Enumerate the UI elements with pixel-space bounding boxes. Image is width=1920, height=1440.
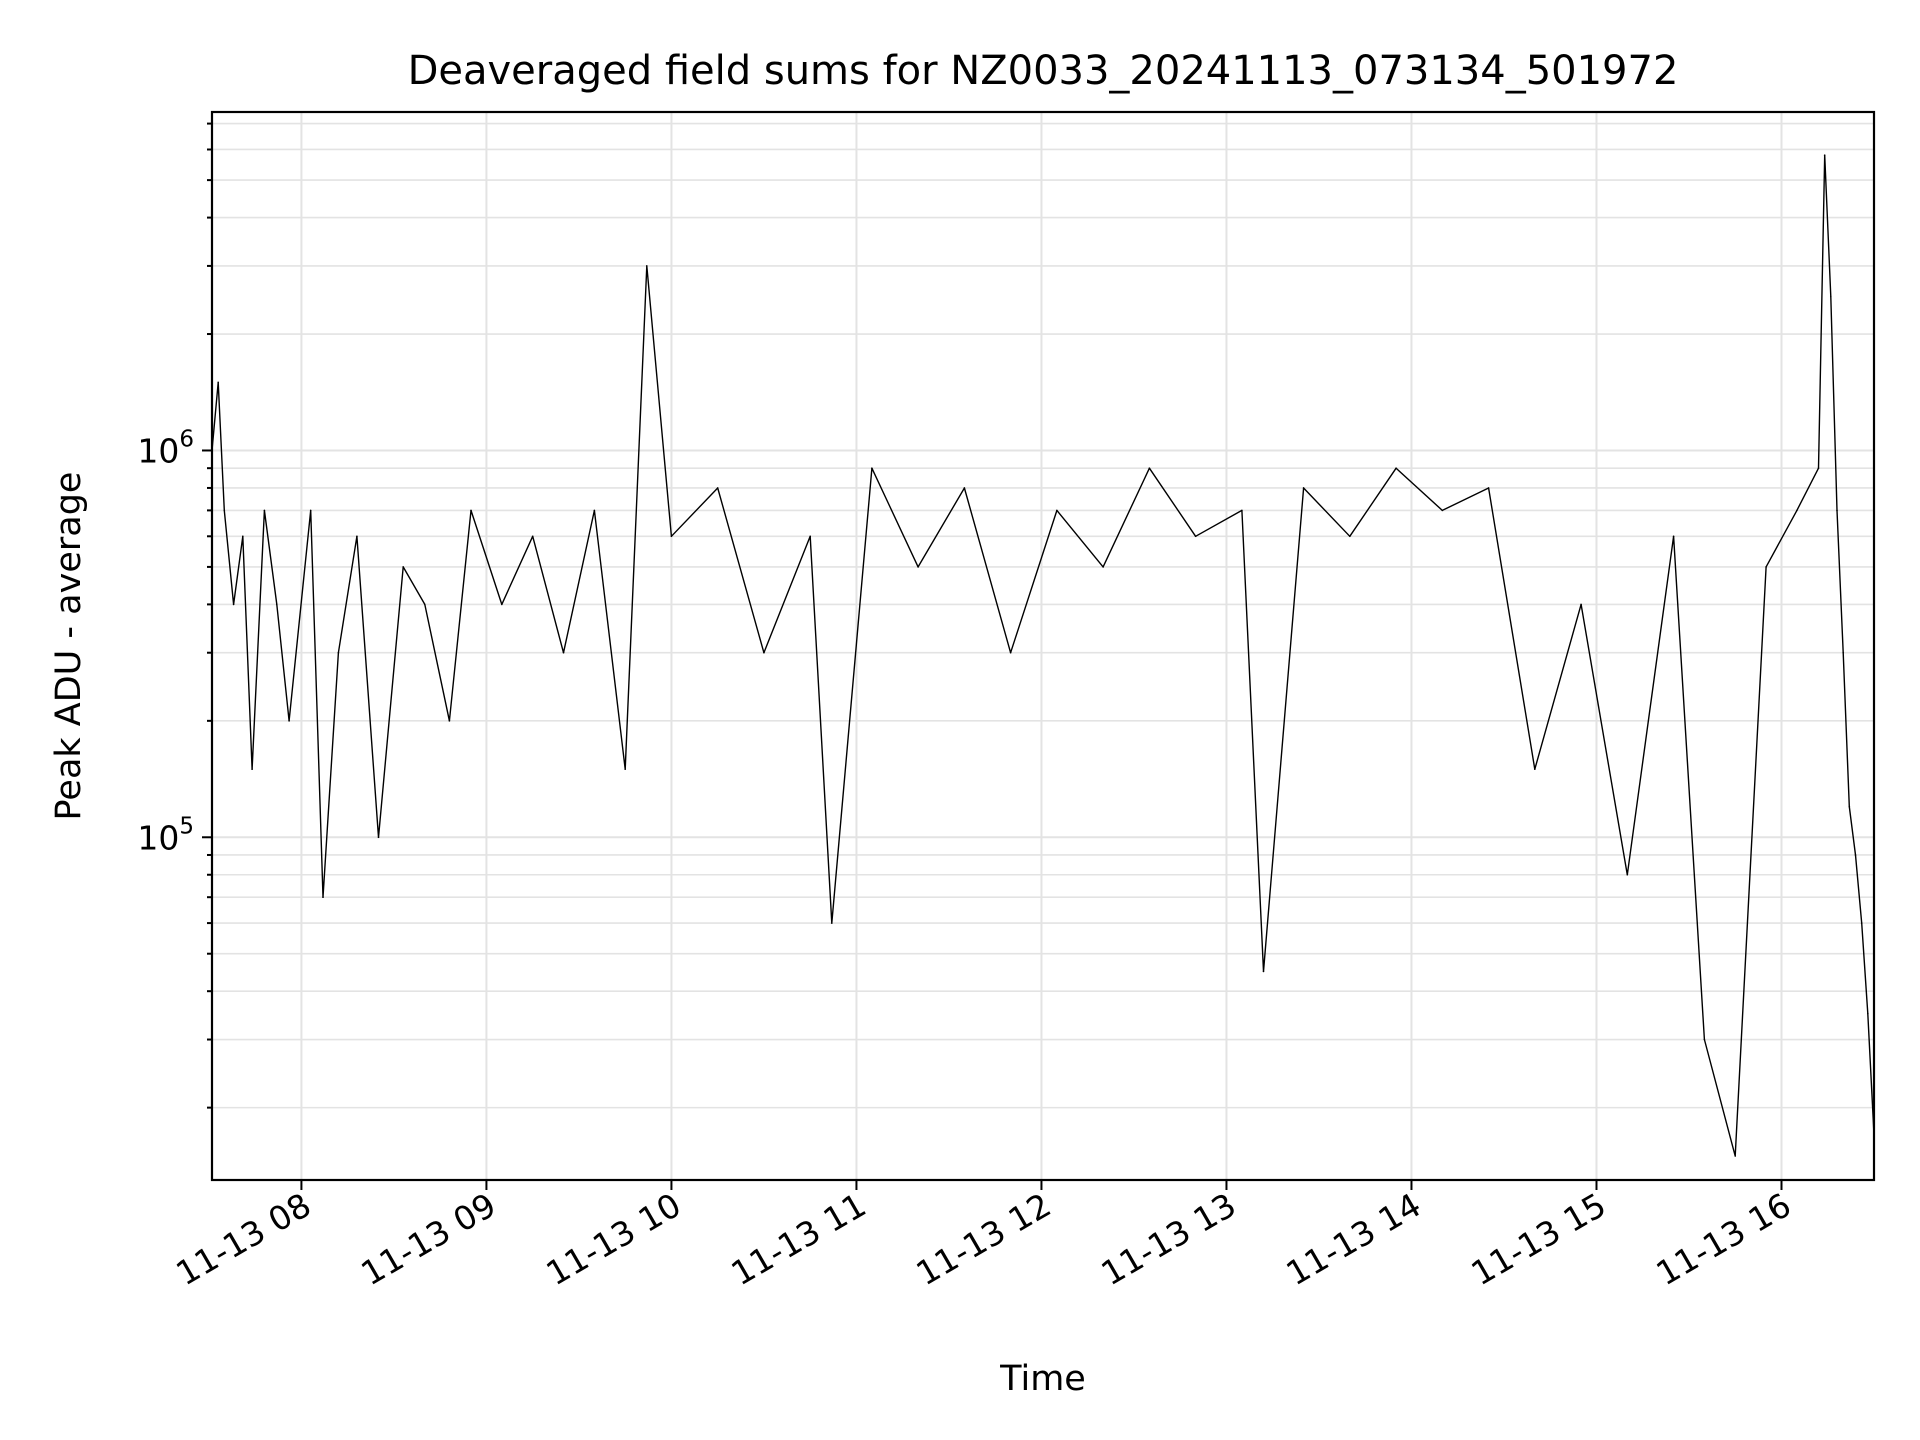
data-point (322, 896, 324, 898)
data-point (1823, 154, 1826, 156)
grid-lines (212, 112, 1874, 1180)
data-point (1102, 566, 1104, 568)
data-point (871, 467, 873, 469)
data-point (1534, 768, 1536, 770)
data-point (309, 509, 312, 512)
data-point (1848, 805, 1851, 808)
data-point (1836, 509, 1838, 512)
data-point (670, 535, 673, 538)
y-axis-label: Peak ADU - average (49, 472, 89, 821)
data-point (337, 651, 340, 654)
data-point (531, 535, 534, 538)
data-point (1817, 467, 1820, 469)
data-point (1867, 1012, 1869, 1015)
data-point (232, 603, 235, 606)
data-point (1349, 535, 1351, 538)
data-point (1194, 535, 1197, 538)
data-point (1580, 603, 1582, 606)
data-point (275, 603, 278, 606)
x-axis-label: Time (999, 1359, 1086, 1399)
series-line (212, 154, 1874, 1157)
data-point (1860, 922, 1863, 924)
data-point (593, 509, 596, 512)
data-point (562, 651, 565, 654)
data-point (1009, 651, 1012, 654)
data-point (1302, 487, 1305, 489)
chart-title: Deaveraged field sums for NZ0033_2024111… (408, 48, 1679, 94)
data-point (1734, 1155, 1737, 1157)
data-point (1148, 467, 1151, 469)
data-point (501, 603, 503, 606)
data-point (288, 720, 290, 722)
data-point (1626, 873, 1629, 876)
data-point (217, 381, 219, 384)
data-point (470, 509, 472, 512)
data-point (1441, 509, 1444, 512)
data-point (402, 566, 404, 568)
data-point (1765, 566, 1767, 568)
data-point (1241, 509, 1243, 512)
data-point (917, 566, 919, 568)
data-point (423, 603, 426, 606)
data-point (1487, 487, 1490, 489)
data-point (830, 922, 833, 924)
data-point (963, 487, 966, 489)
data-point (263, 509, 266, 512)
data-point (251, 768, 253, 770)
data-point (1796, 509, 1798, 512)
data-point (356, 535, 358, 538)
data-point (1854, 854, 1857, 856)
data-point (716, 487, 719, 489)
data-point (763, 651, 765, 654)
data-point (1830, 295, 1832, 298)
data-point (1842, 651, 1844, 654)
data-point (645, 265, 648, 267)
y-axis-ticks: 105 106 (137, 122, 212, 1109)
data-point (377, 836, 380, 839)
data-point (1056, 509, 1058, 512)
data-point (223, 509, 226, 512)
data-point (242, 535, 244, 538)
data-point (809, 535, 811, 538)
data-point (1395, 467, 1397, 469)
data-point (448, 720, 451, 722)
series-line-layer (212, 154, 1874, 1157)
plot-area-frame (210, 110, 1876, 1182)
data-point (1262, 970, 1265, 973)
y-tick-label: 105 (137, 813, 194, 857)
data-point (1672, 535, 1675, 538)
data-point (1703, 1038, 1706, 1041)
data-point (624, 768, 626, 770)
y-tick-label: 106 (137, 426, 194, 470)
